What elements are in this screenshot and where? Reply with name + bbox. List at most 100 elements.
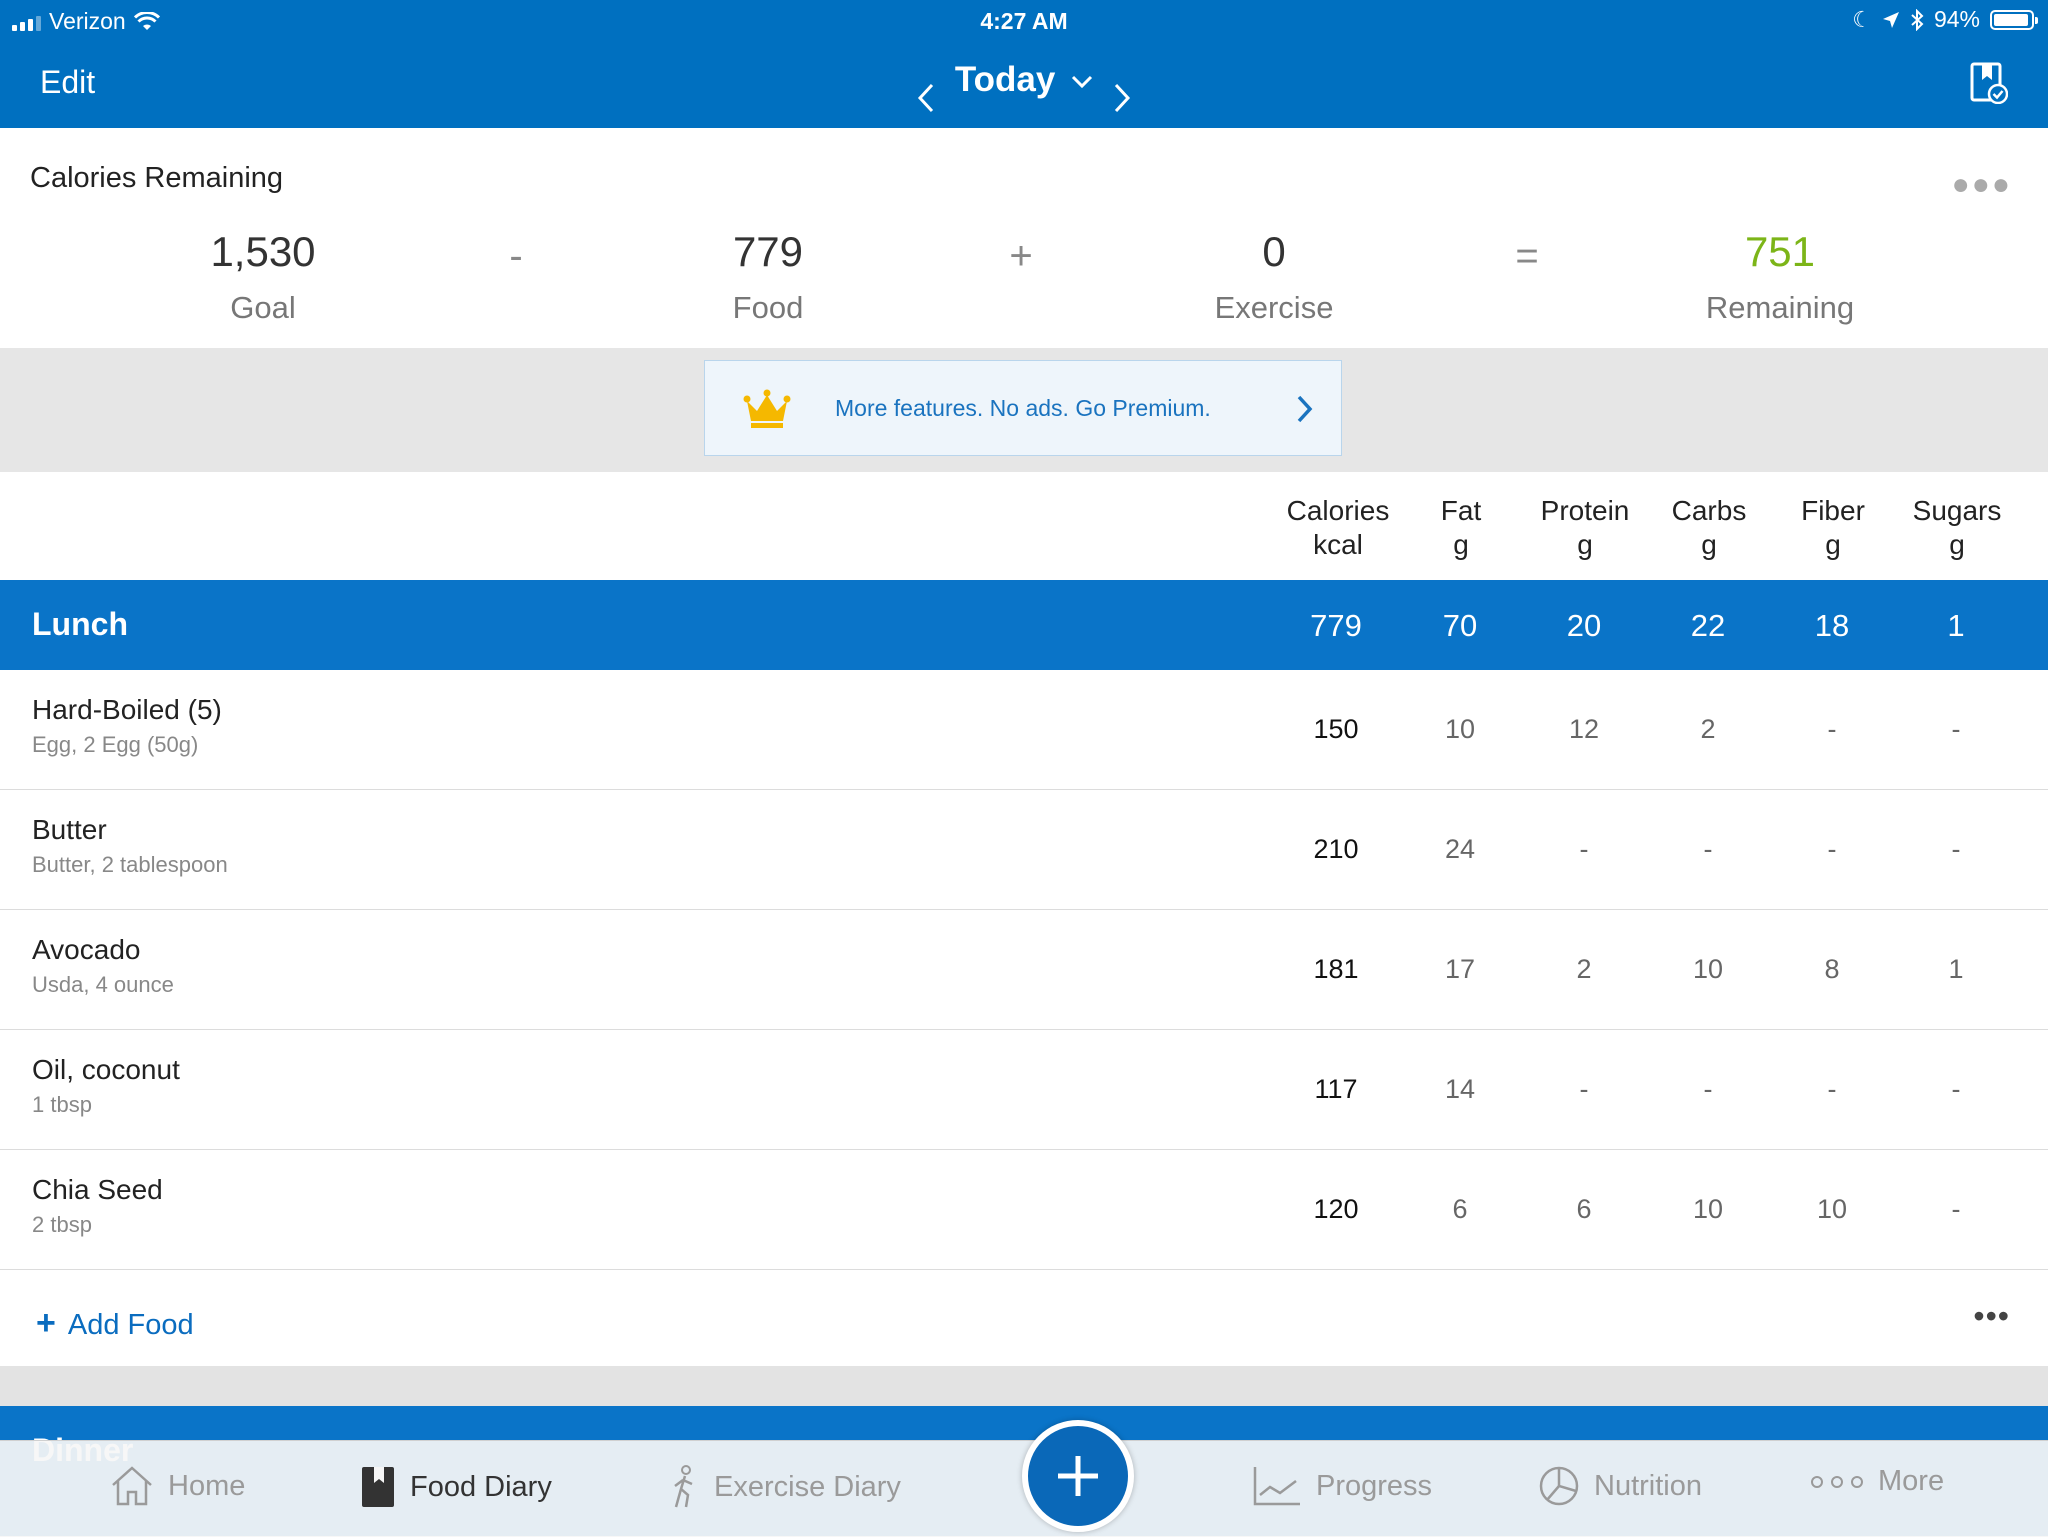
bookmark-check-icon[interactable]	[1970, 62, 2008, 104]
chevron-down-icon[interactable]	[1071, 75, 1093, 89]
column-header: Fat g	[1440, 495, 1482, 560]
meal-options-icon[interactable]: •••	[1973, 1298, 2010, 1334]
meal-total: 22	[1690, 608, 1726, 643]
remaining-label: Remaining	[1705, 290, 1855, 325]
food-value: 181	[1313, 954, 1359, 984]
food-value: 6	[1576, 1194, 1592, 1224]
add-entry-button[interactable]	[1022, 1420, 1134, 1532]
tab-home-label: Home	[168, 1469, 246, 1502]
food-value: 2	[1700, 714, 1716, 744]
column-header: Fiber g	[1801, 495, 1865, 560]
meal-header-lunch[interactable]: Lunch 779 70 20 22 18 1	[0, 580, 2048, 670]
food-value: -	[1827, 714, 1837, 744]
food-description: Egg, 2 Egg (50g)	[32, 732, 199, 757]
food-row[interactable]: Hard-Boiled (5) Egg, 2 Egg (50g) 150 10 …	[0, 670, 2048, 790]
tab-food-diary[interactable]: Food Diary	[360, 1465, 552, 1509]
goal-label: Goal	[230, 290, 296, 325]
exercise-value: 0	[1262, 228, 1286, 275]
food-value: -	[1951, 1194, 1961, 1224]
nutrient-column-headers: Calories kcal Fat g Protein g Carbs g Fiber g…	[0, 472, 2048, 580]
food-row[interactable]: Butter Butter, 2 tablespoon 210 24 - - -…	[0, 790, 2048, 910]
food-value: 8	[1824, 954, 1840, 984]
moon-icon: ☾	[1852, 6, 1872, 32]
battery-icon	[1990, 9, 2038, 30]
food-diary-icon	[362, 1467, 394, 1507]
add-food-row: + Add Food •••	[0, 1270, 2048, 1366]
food-name: Chia Seed	[32, 1174, 163, 1205]
date-label[interactable]: Today	[954, 60, 1056, 99]
tab-exercise-diary[interactable]: Exercise Diary	[668, 1465, 901, 1509]
meal-total: 779	[1310, 608, 1362, 643]
plus-operator: +	[1009, 234, 1033, 278]
food-value: 210	[1313, 834, 1359, 864]
remaining-stat: 751 Remaining	[1650, 228, 1910, 326]
tab-nutrition-label: Nutrition	[1594, 1469, 1702, 1502]
status-time: 4:27 AM	[980, 8, 1068, 34]
pie-chart-icon	[1539, 1466, 1579, 1506]
food-value: 1	[1948, 954, 1964, 984]
chevron-right-icon[interactable]	[1112, 82, 1132, 123]
bluetooth-icon	[1911, 8, 1924, 31]
food-name: Oil, coconut	[32, 1054, 180, 1085]
food-value: -	[1703, 834, 1713, 864]
food-row[interactable]: Oil, coconut 1 tbsp 117 14 - - - -	[0, 1030, 2048, 1150]
carrier: Verizon	[12, 8, 160, 35]
premium-text: More features. No ads. Go Premium.	[835, 395, 1211, 421]
food-value: 150	[1313, 714, 1359, 744]
food-value: 14	[1444, 1074, 1476, 1104]
tab-food-diary-label: Food Diary	[410, 1470, 552, 1503]
plus-icon: +	[36, 1304, 56, 1342]
tab-progress-label: Progress	[1316, 1469, 1433, 1502]
tab-progress[interactable]: Progress	[1252, 1465, 1432, 1507]
exercise-stat: 0 Exercise	[1144, 228, 1404, 326]
food-label: Food	[732, 290, 804, 325]
food-name: Avocado	[32, 934, 141, 965]
meal-total: 20	[1566, 608, 1602, 643]
premium-strip: More features. No ads. Go Premium.	[0, 348, 2048, 472]
column-header: Calories kcal	[1286, 495, 1390, 560]
premium-banner[interactable]: More features. No ads. Go Premium.	[704, 360, 1342, 456]
status-right: ☾ 94%	[1852, 6, 2038, 33]
food-value: 10	[1444, 714, 1476, 744]
food-value: 17	[1444, 954, 1476, 984]
food-value: -	[1703, 1074, 1713, 1104]
food-value: 10	[1692, 954, 1724, 984]
food-value: 120	[1313, 1194, 1359, 1224]
edit-button[interactable]: Edit	[40, 64, 96, 100]
meal-total: 1	[1947, 608, 1965, 643]
food-value: 12	[1568, 714, 1600, 744]
plus-icon	[1058, 1456, 1098, 1496]
food-description: 1 tbsp	[32, 1092, 92, 1117]
tab-nutrition[interactable]: Nutrition	[1538, 1465, 1702, 1507]
more-options-icon[interactable]: ●●●	[1951, 168, 2012, 201]
meal-name: Lunch	[32, 606, 128, 642]
food-name: Butter	[32, 814, 107, 845]
home-icon	[112, 1466, 152, 1506]
meal-total: 70	[1442, 608, 1478, 643]
food-value: 24	[1444, 834, 1476, 864]
food-value: -	[1827, 834, 1837, 864]
nav-bar: Edit Today	[0, 40, 2048, 128]
tab-home[interactable]: Home	[110, 1465, 245, 1507]
food-value: 10	[1816, 1194, 1848, 1224]
tab-bar: Home Food Diary Exercise Diary Progress …	[0, 1440, 2048, 1537]
date-selector: Today	[0, 60, 2048, 113]
food-value: 779	[732, 228, 804, 275]
food-value: -	[1579, 1074, 1589, 1104]
food-row[interactable]: Chia Seed 2 tbsp 120 6 6 10 10 -	[0, 1150, 2048, 1270]
tab-exercise-diary-label: Exercise Diary	[714, 1470, 901, 1503]
carrier-name: Verizon	[49, 8, 126, 34]
top-bar: Verizon 4:27 AM ☾ 94% Edit Today	[0, 0, 2048, 128]
wifi-icon	[133, 11, 160, 30]
tab-more[interactable]: More	[1810, 1465, 1944, 1498]
chevron-left-icon[interactable]	[916, 82, 936, 123]
status-bar: Verizon 4:27 AM ☾ 94%	[0, 0, 2048, 40]
food-stat: 779 Food	[638, 228, 898, 326]
calories-summary: Calories Remaining ●●● 1,530 Goal - 779 …	[0, 128, 2048, 348]
progress-chart-icon	[1253, 1467, 1300, 1506]
add-food-button[interactable]: + Add Food	[36, 1304, 194, 1343]
meal-total: 18	[1814, 608, 1850, 643]
food-description: Butter, 2 tablespoon	[32, 852, 228, 877]
food-row[interactable]: Avocado Usda, 4 ounce 181 17 2 10 8 1	[0, 910, 2048, 1030]
goal-stat: 1,530 Goal	[133, 228, 393, 326]
